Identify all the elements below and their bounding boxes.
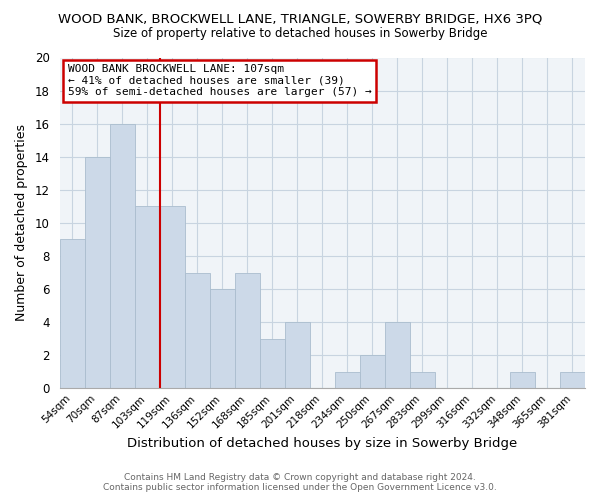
Bar (285, 322, 310, 388)
Bar (235, 272, 260, 388)
Bar (360, 356, 385, 388)
Bar (160, 206, 185, 388)
Text: Contains HM Land Registry data © Crown copyright and database right 2024.
Contai: Contains HM Land Registry data © Crown c… (103, 473, 497, 492)
Bar (260, 338, 285, 388)
Bar (510, 372, 535, 388)
Bar (135, 206, 160, 388)
Bar (560, 372, 585, 388)
Bar (385, 322, 410, 388)
Bar (410, 372, 435, 388)
X-axis label: Distribution of detached houses by size in Sowerby Bridge: Distribution of detached houses by size … (127, 437, 517, 450)
Bar (210, 289, 235, 388)
Bar (335, 372, 360, 388)
Text: Size of property relative to detached houses in Sowerby Bridge: Size of property relative to detached ho… (113, 28, 487, 40)
Text: WOOD BANK, BROCKWELL LANE, TRIANGLE, SOWERBY BRIDGE, HX6 3PQ: WOOD BANK, BROCKWELL LANE, TRIANGLE, SOW… (58, 12, 542, 26)
Bar (85, 157, 110, 388)
Bar (110, 124, 135, 388)
Bar (59, 240, 85, 388)
Bar (185, 272, 210, 388)
Text: WOOD BANK BROCKWELL LANE: 107sqm
← 41% of detached houses are smaller (39)
59% o: WOOD BANK BROCKWELL LANE: 107sqm ← 41% o… (68, 64, 371, 98)
Y-axis label: Number of detached properties: Number of detached properties (15, 124, 28, 322)
